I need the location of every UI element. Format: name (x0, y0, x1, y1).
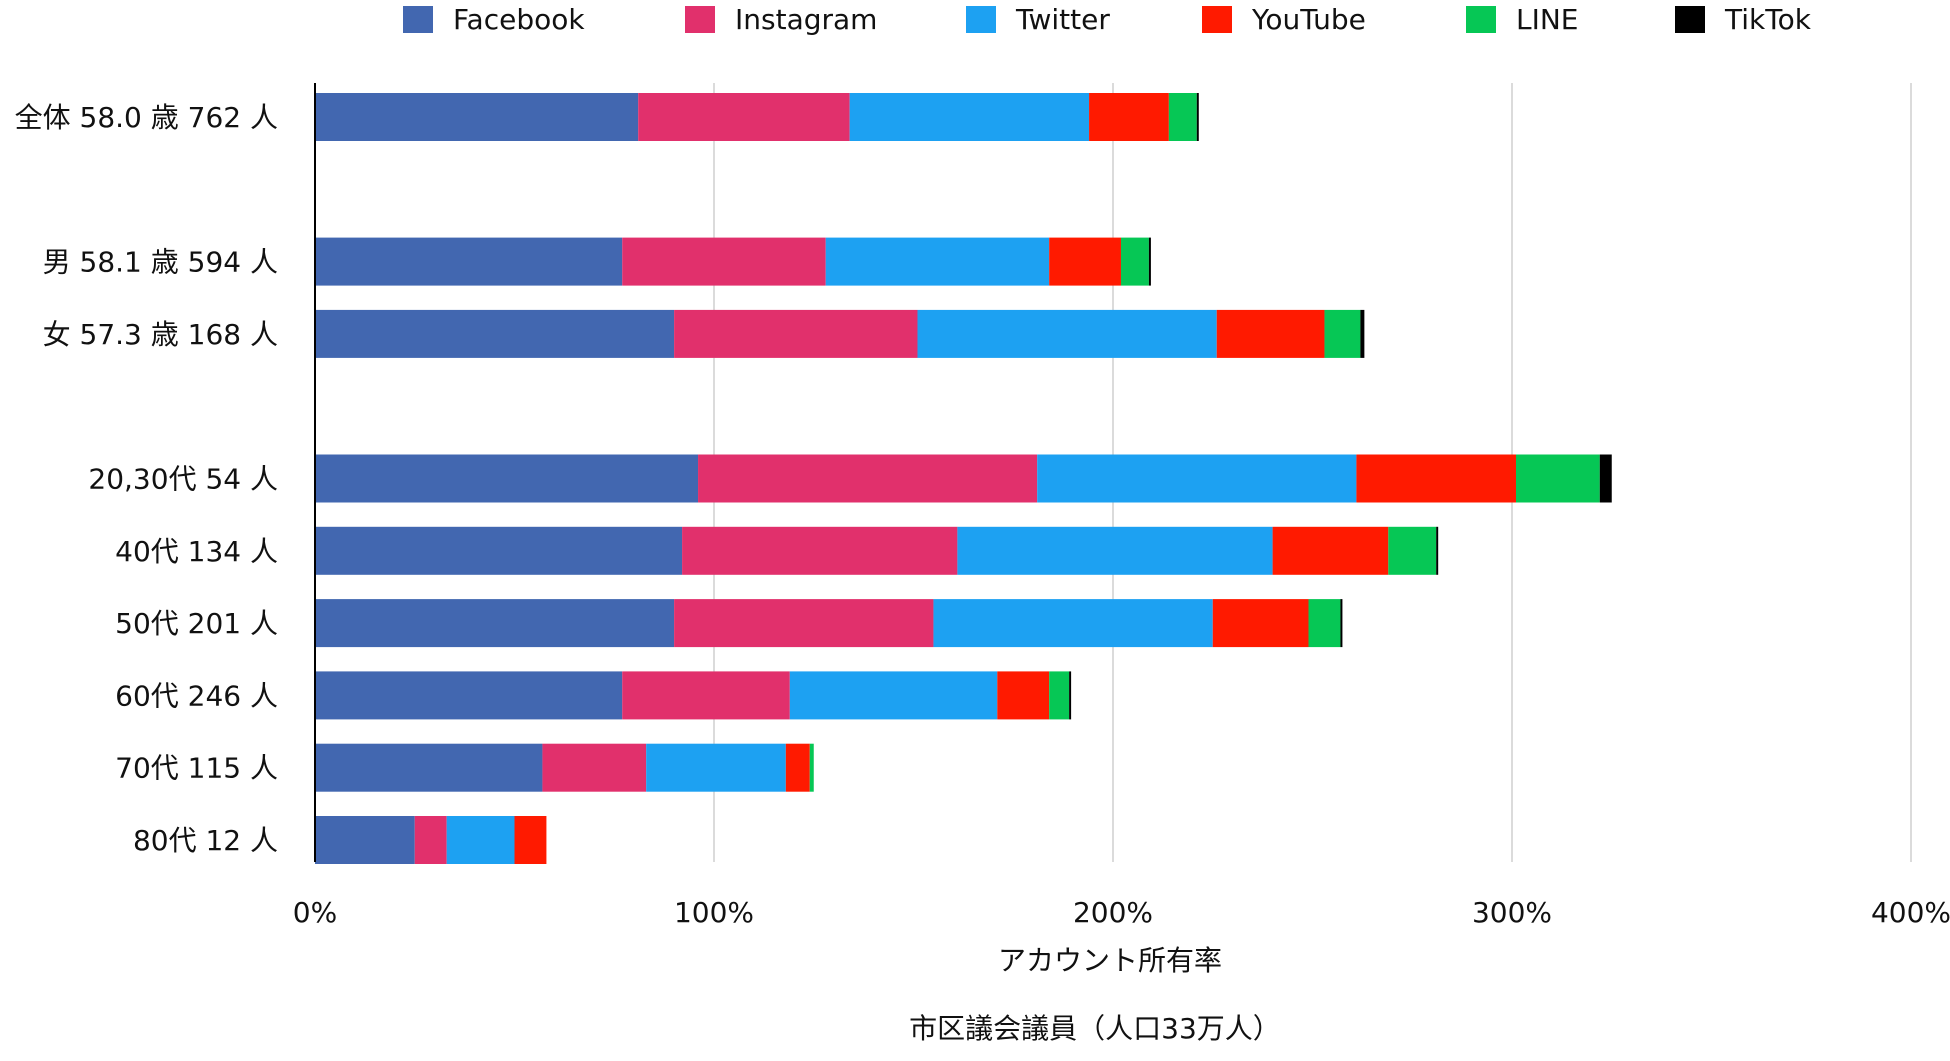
bar-facebook-3 (315, 309, 675, 358)
x-axis-title: アカウント所有率 (998, 944, 1222, 977)
category-label-5: 20,30代 54 人 (88, 463, 278, 496)
legend-swatch-youtube (1202, 6, 1232, 33)
legend-label-twitter: Twitter (1015, 3, 1110, 36)
legend-swatch-instagram (685, 6, 715, 33)
bars-layer (315, 93, 1612, 864)
bar-facebook-0 (315, 93, 639, 141)
bar-facebook-10 (315, 816, 415, 864)
bar-youtube-10 (514, 816, 547, 864)
bar-instagram-3 (674, 309, 918, 358)
category-label-6: 40代 134 人 (115, 535, 278, 568)
bar-line-0 (1168, 93, 1197, 141)
category-label-8: 60代 246 人 (115, 679, 278, 712)
bar-twitter-10 (446, 816, 515, 864)
bar-tiktok-2 (1148, 237, 1151, 286)
bar-twitter-6 (957, 526, 1273, 575)
legend-item-instagram: Instagram (685, 3, 877, 36)
legend-label-tiktok: TikTok (1724, 3, 1812, 36)
bar-facebook-8 (315, 671, 623, 720)
x-tick-label-0: 0% (293, 896, 337, 929)
category-label-10: 80代 12 人 (133, 824, 278, 857)
category-labels: 全体 58.0 歳 762 人男 58.1 歳 594 人女 57.3 歳 16… (15, 101, 278, 857)
bar-facebook-7 (315, 599, 675, 648)
legend: Facebook Instagram Twitter YouTube LINE TikTo… (403, 3, 1812, 36)
legend-swatch-facebook (403, 6, 433, 33)
category-label-2: 男 58.1 歳 594 人 (43, 246, 278, 279)
bar-line-7 (1308, 599, 1341, 648)
bar-tiktok-6 (1436, 526, 1439, 575)
bar-instagram-5 (698, 454, 1038, 503)
bar-twitter-2 (825, 237, 1050, 286)
bar-facebook-5 (315, 454, 699, 503)
category-label-9: 70代 115 人 (115, 752, 278, 785)
bar-twitter-8 (789, 671, 998, 720)
category-label-0: 全体 58.0 歳 762 人 (15, 101, 278, 134)
bar-line-3 (1324, 309, 1361, 358)
bar-line-2 (1120, 237, 1149, 286)
bar-line-8 (1049, 671, 1070, 720)
legend-item-youtube: YouTube (1202, 3, 1366, 36)
bar-youtube-7 (1212, 599, 1309, 648)
bar-instagram-0 (638, 93, 850, 141)
legend-swatch-line (1466, 6, 1496, 33)
bar-youtube-2 (1049, 237, 1121, 286)
bar-tiktok-8 (1069, 671, 1072, 720)
bar-tiktok-3 (1360, 309, 1365, 358)
legend-swatch-tiktok (1675, 6, 1705, 33)
bar-facebook-9 (315, 743, 543, 792)
bar-facebook-6 (315, 526, 683, 575)
bar-instagram-6 (682, 526, 958, 575)
bar-line-6 (1388, 526, 1437, 575)
bar-youtube-3 (1216, 309, 1325, 358)
bar-instagram-9 (542, 743, 647, 792)
x-tick-label-4: 400% (1871, 896, 1950, 929)
bar-youtube-6 (1272, 526, 1389, 575)
legend-label-facebook: Facebook (453, 3, 585, 36)
bar-twitter-5 (1037, 454, 1357, 503)
bar-tiktok-7 (1340, 599, 1343, 648)
bar-facebook-2 (315, 237, 623, 286)
legend-item-line: LINE (1466, 3, 1579, 36)
bar-line-9 (809, 743, 814, 792)
category-label-3: 女 57.3 歳 168 人 (43, 318, 278, 351)
bar-youtube-9 (785, 743, 810, 792)
bar-instagram-8 (622, 671, 790, 720)
bar-tiktok-0 (1196, 93, 1199, 141)
bar-twitter-0 (849, 93, 1090, 141)
legend-label-line: LINE (1516, 3, 1579, 36)
bar-instagram-10 (414, 816, 447, 864)
bar-youtube-5 (1356, 454, 1516, 503)
bar-instagram-7 (674, 599, 934, 648)
legend-label-instagram: Instagram (735, 3, 877, 36)
legend-item-twitter: Twitter (966, 3, 1110, 36)
bar-twitter-3 (917, 309, 1217, 358)
bar-youtube-0 (1089, 93, 1169, 141)
x-tick-label-2: 200% (1073, 896, 1153, 929)
bar-twitter-9 (646, 743, 786, 792)
legend-swatch-twitter (966, 6, 996, 33)
bar-instagram-2 (622, 237, 826, 286)
bar-youtube-8 (997, 671, 1050, 720)
x-tick-labels: 0% 100% 200% 300% 400% (293, 896, 1950, 929)
legend-label-youtube: YouTube (1251, 3, 1366, 36)
x-tick-label-3: 300% (1472, 896, 1552, 929)
x-tick-label-1: 100% (674, 896, 754, 929)
category-label-7: 50代 201 人 (115, 607, 278, 640)
bar-tiktok-5 (1599, 454, 1612, 503)
legend-item-tiktok: TikTok (1675, 3, 1812, 36)
bar-line-5 (1515, 454, 1600, 503)
legend-item-facebook: Facebook (403, 3, 585, 36)
chart-title: 市区議会議員（人口33万人） (909, 1012, 1281, 1045)
bar-twitter-7 (933, 599, 1213, 648)
